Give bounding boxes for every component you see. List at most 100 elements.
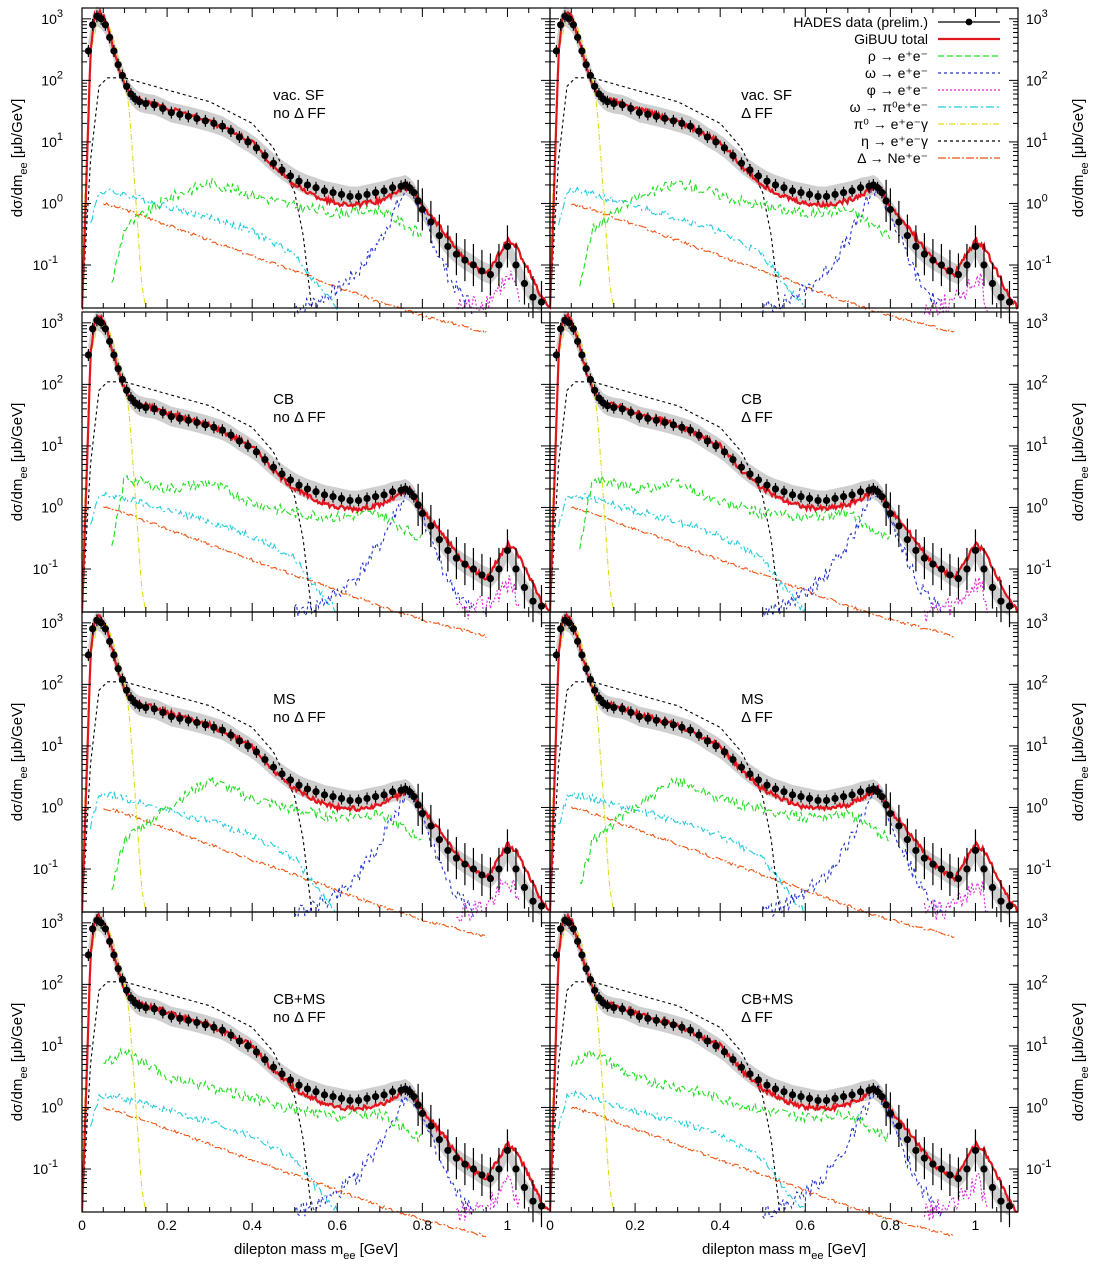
data-point [882, 197, 890, 205]
data-point [227, 431, 235, 439]
y-axis-label-sub: ee [1079, 1066, 1091, 1078]
data-point [703, 437, 712, 445]
data-point [661, 1018, 669, 1027]
panel-CBMS-noFF-data [84, 914, 546, 1228]
data-point [388, 488, 397, 496]
data-point [354, 192, 363, 201]
data-point [495, 865, 503, 873]
data-point [227, 731, 235, 739]
data-point [101, 21, 109, 29]
data-point [903, 1136, 911, 1144]
data-point [552, 651, 560, 659]
data-point [874, 488, 882, 496]
data-point [595, 994, 603, 1002]
y-tick-label: 101 [1026, 435, 1048, 454]
data-point [520, 1183, 529, 1192]
curve-rho [579, 776, 890, 885]
data-point [954, 1174, 963, 1183]
data-point [427, 522, 435, 530]
data-point [461, 560, 469, 568]
y-tick-label: 103 [41, 8, 63, 27]
y-tick-exp: -1 [1042, 858, 1052, 870]
data-point [703, 737, 712, 745]
data-point [569, 625, 578, 633]
y-axis-label-main: dσ/dm [9, 1079, 26, 1122]
panel-annotation: no Δ FF [273, 709, 326, 726]
y-tick-label: 101 [41, 131, 63, 150]
data-point [278, 1070, 286, 1078]
data-point [771, 181, 780, 189]
curve-delta [103, 1107, 487, 1238]
data-point [537, 602, 546, 610]
data-point [295, 781, 303, 789]
data-point [110, 951, 118, 959]
data-point [737, 763, 746, 771]
data-point [303, 1085, 312, 1093]
data-point [971, 546, 980, 555]
y-tick-base: 10 [41, 1038, 57, 1054]
data-point [89, 21, 97, 29]
curve-rho [570, 1048, 890, 1144]
panel-MS-noFF-curves [82, 614, 550, 938]
data-point [831, 794, 839, 803]
data-point [278, 770, 286, 778]
data-point [627, 408, 635, 417]
data-point [520, 279, 529, 288]
y-tick-base: 10 [41, 1099, 57, 1115]
data-point [565, 619, 573, 627]
data-point [618, 705, 626, 713]
panel-annotation: CB [273, 391, 294, 408]
data-point [557, 325, 565, 333]
data-point [444, 242, 452, 251]
data-point [227, 127, 235, 135]
data-point [788, 491, 797, 499]
data-point [252, 748, 261, 756]
legend-label-delta: Δ → Ne⁺e⁻ [857, 150, 928, 166]
data-point [565, 919, 573, 927]
data-point [669, 117, 677, 125]
data-point [997, 597, 1005, 605]
data-point [244, 442, 252, 450]
data-point [261, 1055, 269, 1064]
data-point [114, 965, 122, 973]
data-point [127, 694, 135, 702]
data-point [537, 902, 546, 910]
data-point [988, 583, 997, 592]
data-point [201, 1021, 209, 1029]
y-tick-label: 103 [1026, 312, 1048, 331]
data-point [912, 242, 920, 251]
y-tick-label: 103 [1026, 8, 1048, 27]
y-tick-base: 10 [41, 438, 57, 454]
data-point [106, 937, 114, 945]
data-point [595, 394, 603, 402]
data-point [1005, 1202, 1014, 1210]
data-point [210, 119, 218, 127]
data-point [320, 1091, 329, 1099]
y-tick-base: 10 [1026, 11, 1042, 27]
curve-omegaDalitz [89, 1092, 338, 1211]
y-tick-base: 10 [1026, 499, 1042, 515]
y-tick-label: 100 [1026, 796, 1048, 815]
data-point [486, 874, 495, 883]
data-point [503, 546, 512, 555]
y-tick-exp: -1 [48, 558, 58, 570]
data-point [486, 1174, 495, 1183]
data-point [84, 351, 92, 359]
data-point [452, 1154, 460, 1162]
data-point [101, 325, 109, 333]
data-point [552, 951, 560, 959]
data-point [822, 1096, 831, 1105]
data-point [771, 485, 780, 493]
data-point [856, 184, 865, 192]
data-point [644, 110, 652, 118]
data-point [252, 144, 261, 152]
data-point [150, 405, 158, 413]
curve-omega [762, 489, 942, 619]
data-point [410, 189, 418, 197]
data-point [591, 386, 599, 394]
data-point [414, 501, 422, 509]
data-point [695, 431, 703, 439]
data-point [669, 721, 677, 729]
data-point [929, 1160, 937, 1168]
